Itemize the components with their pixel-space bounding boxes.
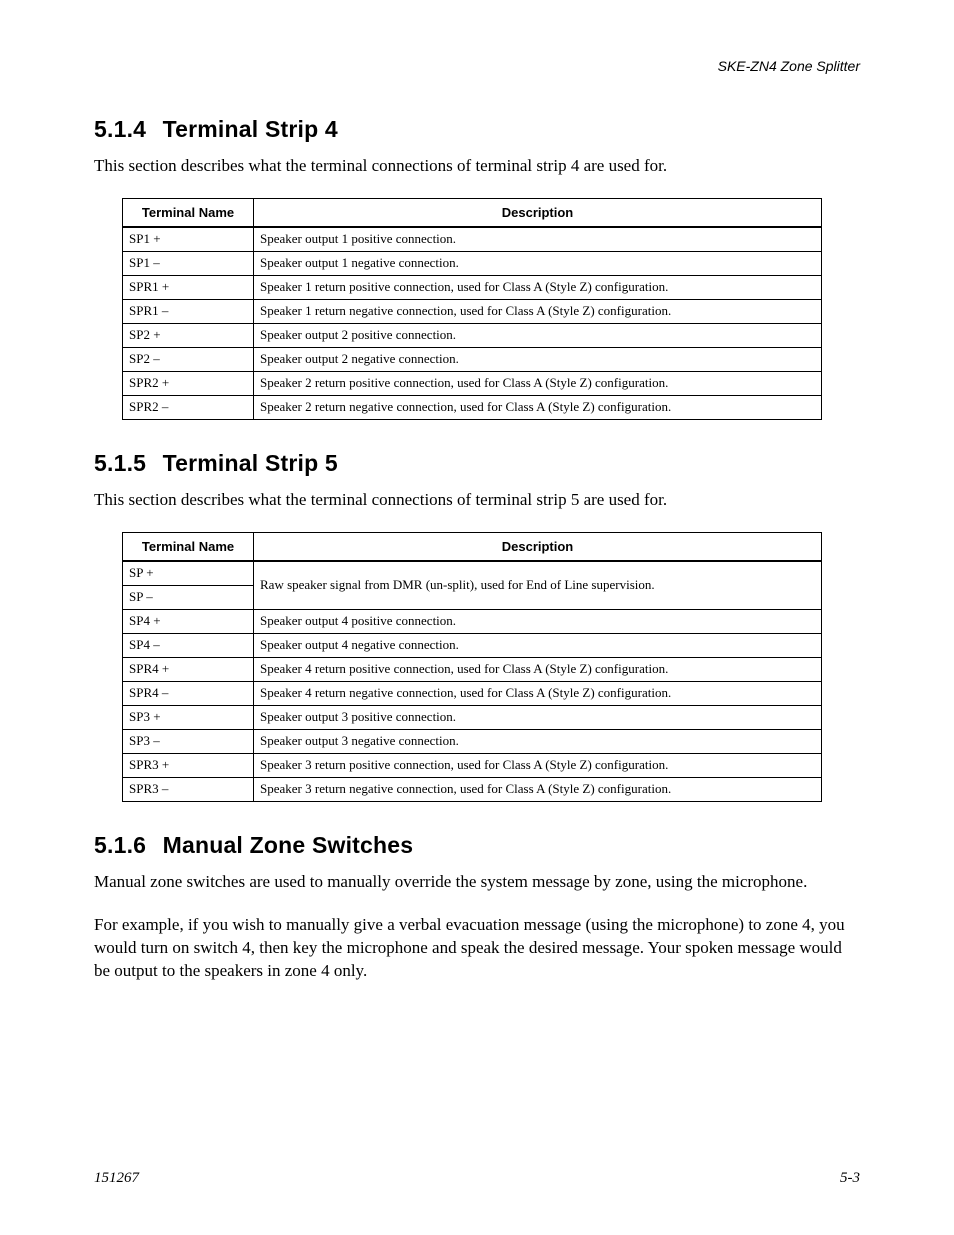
- terminal-name-cell: SPR4 –: [123, 681, 254, 705]
- table-row: SPR1 –Speaker 1 return negative connecti…: [123, 299, 822, 323]
- terminal-name-cell: SP3 +: [123, 705, 254, 729]
- col-header-name: Terminal Name: [123, 198, 254, 227]
- table-body: SP +Raw speaker signal from DMR (un-spli…: [123, 561, 822, 802]
- description-cell: Speaker output 2 positive connection.: [254, 323, 822, 347]
- heading-5-1-5: 5.1.5 Terminal Strip 5: [94, 450, 860, 477]
- table-row: SP4 –Speaker output 4 negative connectio…: [123, 633, 822, 657]
- table-row: SP3 +Speaker output 3 positive connectio…: [123, 705, 822, 729]
- terminal-name-cell: SPR2 –: [123, 395, 254, 419]
- description-cell: Speaker 4 return negative connection, us…: [254, 681, 822, 705]
- terminal-name-cell: SPR2 +: [123, 371, 254, 395]
- description-cell: Speaker 4 return positive connection, us…: [254, 657, 822, 681]
- table-row: SP1 +Speaker output 1 positive connectio…: [123, 227, 822, 252]
- doc-number: 151267: [94, 1170, 139, 1187]
- terminal-name-cell: SP2 +: [123, 323, 254, 347]
- terminal-name-cell: SPR3 –: [123, 777, 254, 801]
- heading-title: Manual Zone Switches: [163, 832, 414, 858]
- table-row: SPR3 –Speaker 3 return negative connecti…: [123, 777, 822, 801]
- terminal-name-cell: SPR1 +: [123, 275, 254, 299]
- heading-number: 5.1.5: [94, 450, 156, 477]
- heading-number: 5.1.4: [94, 116, 156, 143]
- table-row: SPR2 +Speaker 2 return positive connecti…: [123, 371, 822, 395]
- description-cell: Speaker 2 return positive connection, us…: [254, 371, 822, 395]
- table-row: SPR3 +Speaker 3 return positive connecti…: [123, 753, 822, 777]
- description-cell: Speaker output 3 positive connection.: [254, 705, 822, 729]
- table-row: SPR2 –Speaker 2 return negative connecti…: [123, 395, 822, 419]
- description-cell: Speaker 1 return positive connection, us…: [254, 275, 822, 299]
- description-cell: Speaker output 1 negative connection.: [254, 251, 822, 275]
- description-cell: Speaker output 2 negative connection.: [254, 347, 822, 371]
- description-cell: Speaker output 3 negative connection.: [254, 729, 822, 753]
- table-row: SP4 +Speaker output 4 positive connectio…: [123, 609, 822, 633]
- table-row: SP +Raw speaker signal from DMR (un-spli…: [123, 561, 822, 586]
- running-header: SKE-ZN4 Zone Splitter: [94, 58, 860, 74]
- description-cell: Speaker 2 return negative connection, us…: [254, 395, 822, 419]
- terminal-name-cell: SP4 +: [123, 609, 254, 633]
- table-row: SPR4 +Speaker 4 return positive connecti…: [123, 657, 822, 681]
- description-cell: Speaker output 1 positive connection.: [254, 227, 822, 252]
- description-cell: Speaker output 4 positive connection.: [254, 609, 822, 633]
- table-row: SP2 –Speaker output 2 negative connectio…: [123, 347, 822, 371]
- terminal-name-cell: SPR1 –: [123, 299, 254, 323]
- page-footer: 151267 5-3: [94, 1150, 860, 1187]
- col-header-desc: Description: [254, 532, 822, 561]
- col-header-name: Terminal Name: [123, 532, 254, 561]
- page-number: 5-3: [840, 1170, 860, 1187]
- page: SKE-ZN4 Zone Splitter 5.1.4 Terminal Str…: [0, 0, 954, 1235]
- table-row: SPR4 –Speaker 4 return negative connecti…: [123, 681, 822, 705]
- description-cell: Speaker 1 return negative connection, us…: [254, 299, 822, 323]
- table-row: SPR1 +Speaker 1 return positive connecti…: [123, 275, 822, 299]
- heading-5-1-4: 5.1.4 Terminal Strip 4: [94, 116, 860, 143]
- description-cell: Speaker 3 return negative connection, us…: [254, 777, 822, 801]
- heading-title: Terminal Strip 4: [163, 116, 338, 142]
- terminal-name-cell: SPR3 +: [123, 753, 254, 777]
- heading-5-1-6: 5.1.6 Manual Zone Switches: [94, 832, 860, 859]
- description-cell: Speaker 3 return positive connection, us…: [254, 753, 822, 777]
- table-terminal-strip-4: Terminal Name Description SP1 +Speaker o…: [122, 198, 822, 420]
- table-row: SP3 –Speaker output 3 negative connectio…: [123, 729, 822, 753]
- heading-title: Terminal Strip 5: [163, 450, 338, 476]
- terminal-name-cell: SP3 –: [123, 729, 254, 753]
- intro-5-1-4: This section describes what the terminal…: [94, 155, 860, 178]
- para-5-1-6-0: Manual zone switches are used to manuall…: [94, 871, 860, 894]
- terminal-name-cell: SPR4 +: [123, 657, 254, 681]
- terminal-name-cell: SP1 –: [123, 251, 254, 275]
- terminal-name-cell: SP –: [123, 585, 254, 609]
- terminal-name-cell: SP1 +: [123, 227, 254, 252]
- description-cell: Speaker output 4 negative connection.: [254, 633, 822, 657]
- intro-5-1-5: This section describes what the terminal…: [94, 489, 860, 512]
- para-5-1-6-1: For example, if you wish to manually giv…: [94, 914, 860, 983]
- terminal-name-cell: SP +: [123, 561, 254, 586]
- heading-number: 5.1.6: [94, 832, 156, 859]
- description-cell: Raw speaker signal from DMR (un-split), …: [254, 561, 822, 610]
- terminal-name-cell: SP2 –: [123, 347, 254, 371]
- col-header-desc: Description: [254, 198, 822, 227]
- table-row: SP1 –Speaker output 1 negative connectio…: [123, 251, 822, 275]
- table-body: SP1 +Speaker output 1 positive connectio…: [123, 227, 822, 420]
- terminal-name-cell: SP4 –: [123, 633, 254, 657]
- table-row: SP2 +Speaker output 2 positive connectio…: [123, 323, 822, 347]
- table-terminal-strip-5: Terminal Name Description SP +Raw speake…: [122, 532, 822, 802]
